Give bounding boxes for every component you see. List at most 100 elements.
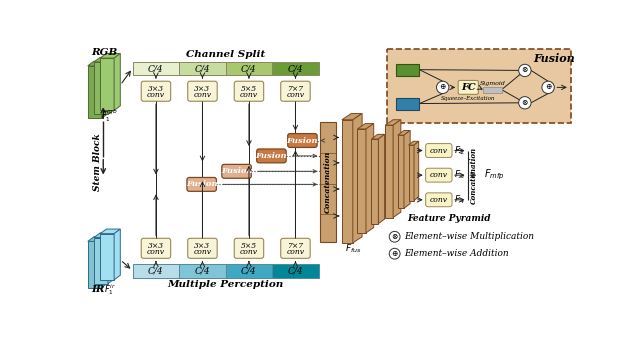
Text: 3×3: 3×3 [195,85,211,93]
Polygon shape [108,233,114,284]
Polygon shape [414,141,419,200]
Text: Fusion: Fusion [533,53,575,64]
Polygon shape [100,53,120,58]
Polygon shape [100,234,114,280]
FancyBboxPatch shape [234,238,264,258]
FancyBboxPatch shape [234,81,264,101]
Polygon shape [94,62,108,114]
Text: $F_4$: $F_4$ [454,194,465,206]
Text: C/4: C/4 [148,267,164,276]
Polygon shape [88,66,102,118]
Text: ⊗: ⊗ [522,99,528,107]
Bar [132,265,179,278]
Polygon shape [404,131,410,208]
Text: conv: conv [430,196,448,204]
Polygon shape [88,241,102,288]
Bar [179,62,226,75]
Polygon shape [100,229,120,234]
Polygon shape [94,57,114,62]
Circle shape [436,81,449,94]
FancyBboxPatch shape [257,149,286,163]
Bar [396,98,419,110]
FancyBboxPatch shape [426,193,452,207]
Text: Concatenation: Concatenation [470,147,477,204]
Bar [226,62,272,75]
Text: conv: conv [240,248,258,256]
Circle shape [389,248,400,259]
Text: C/4: C/4 [195,64,211,73]
Polygon shape [385,125,393,218]
Polygon shape [102,61,108,118]
Polygon shape [358,124,374,129]
FancyBboxPatch shape [187,178,216,191]
Text: Feature Pyramid: Feature Pyramid [407,214,491,223]
FancyBboxPatch shape [141,238,171,258]
FancyBboxPatch shape [141,81,171,101]
Text: FC: FC [461,83,476,92]
Text: Squeeze–Excitation: Squeeze–Excitation [441,96,495,101]
Text: 7×7: 7×7 [287,242,303,250]
Text: $F_3$: $F_3$ [454,169,464,182]
Polygon shape [102,237,108,288]
Bar [226,265,272,278]
Text: C/4: C/4 [241,267,257,276]
Text: Element–wise Addition: Element–wise Addition [404,249,509,258]
Polygon shape [88,237,108,241]
Text: Stem Block: Stem Block [93,133,102,191]
Bar [272,265,319,278]
Polygon shape [408,145,414,200]
Polygon shape [397,131,410,135]
Polygon shape [358,129,366,233]
Text: Fusion: Fusion [221,167,252,175]
Circle shape [542,81,554,94]
Text: Fusion: Fusion [255,152,287,160]
Text: conv: conv [240,91,258,99]
Polygon shape [342,114,362,120]
Text: conv: conv [147,248,165,256]
Polygon shape [114,53,120,110]
Text: 3×3: 3×3 [195,242,211,250]
Polygon shape [100,58,114,110]
Bar [179,265,226,278]
Text: conv: conv [430,171,448,179]
Polygon shape [371,139,378,224]
Text: Fusion: Fusion [287,136,318,145]
Text: Sigmoid: Sigmoid [479,81,505,86]
Text: Element–wise Multiplication: Element–wise Multiplication [404,232,534,241]
Polygon shape [385,120,401,125]
Polygon shape [366,124,374,233]
Bar [396,64,419,76]
Text: $F_{mfp}$: $F_{mfp}$ [484,168,505,182]
Bar [483,87,502,93]
Bar [320,122,336,242]
Text: IR: IR [91,284,104,294]
FancyBboxPatch shape [458,80,478,94]
Text: Concatenation: Concatenation [324,151,332,213]
Text: conv: conv [287,91,305,99]
Text: 3×3: 3×3 [148,85,164,93]
Text: conv: conv [287,248,305,256]
Polygon shape [371,134,385,139]
Bar [132,62,179,75]
Text: ⊕: ⊕ [392,250,398,258]
Text: RGB: RGB [91,48,117,57]
Text: C/4: C/4 [287,64,303,73]
Circle shape [518,96,531,109]
Circle shape [389,231,400,242]
Polygon shape [397,135,404,208]
Text: conv: conv [147,91,165,99]
Polygon shape [353,114,362,243]
Text: ⊗: ⊗ [392,233,398,241]
Polygon shape [94,233,114,237]
Text: $F_2$: $F_2$ [454,144,464,157]
FancyBboxPatch shape [222,164,252,178]
Text: C/4: C/4 [195,267,211,276]
FancyBboxPatch shape [281,81,310,101]
Text: $F_1^{ir}$: $F_1^{ir}$ [104,282,115,297]
Text: conv: conv [193,91,211,99]
Text: conv: conv [193,248,211,256]
FancyBboxPatch shape [426,168,452,182]
Bar [272,62,319,75]
Text: C/4: C/4 [287,267,303,276]
Text: Fusion: Fusion [186,180,218,188]
